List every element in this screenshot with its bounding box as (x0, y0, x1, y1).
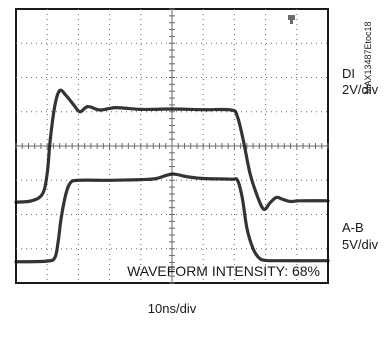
channel-di-scale: 2V/div (342, 82, 379, 97)
trace-di (14, 88, 330, 212)
channel-ab-name: A-B (342, 220, 364, 235)
trigger-marker-icon (288, 15, 295, 24)
grid (15, 8, 329, 284)
trace-a-b (14, 172, 330, 264)
channel-di-name: DI (342, 66, 355, 81)
traces (14, 88, 330, 264)
waveform-intensity-annotation: WAVEFORM INTENSITY: 68% (127, 263, 320, 279)
x-axis-label: 10ns/div (148, 301, 197, 316)
channel-ab-scale: 5V/div (342, 237, 379, 252)
figure-id-label: MAX13487Etoc18 (363, 21, 373, 94)
